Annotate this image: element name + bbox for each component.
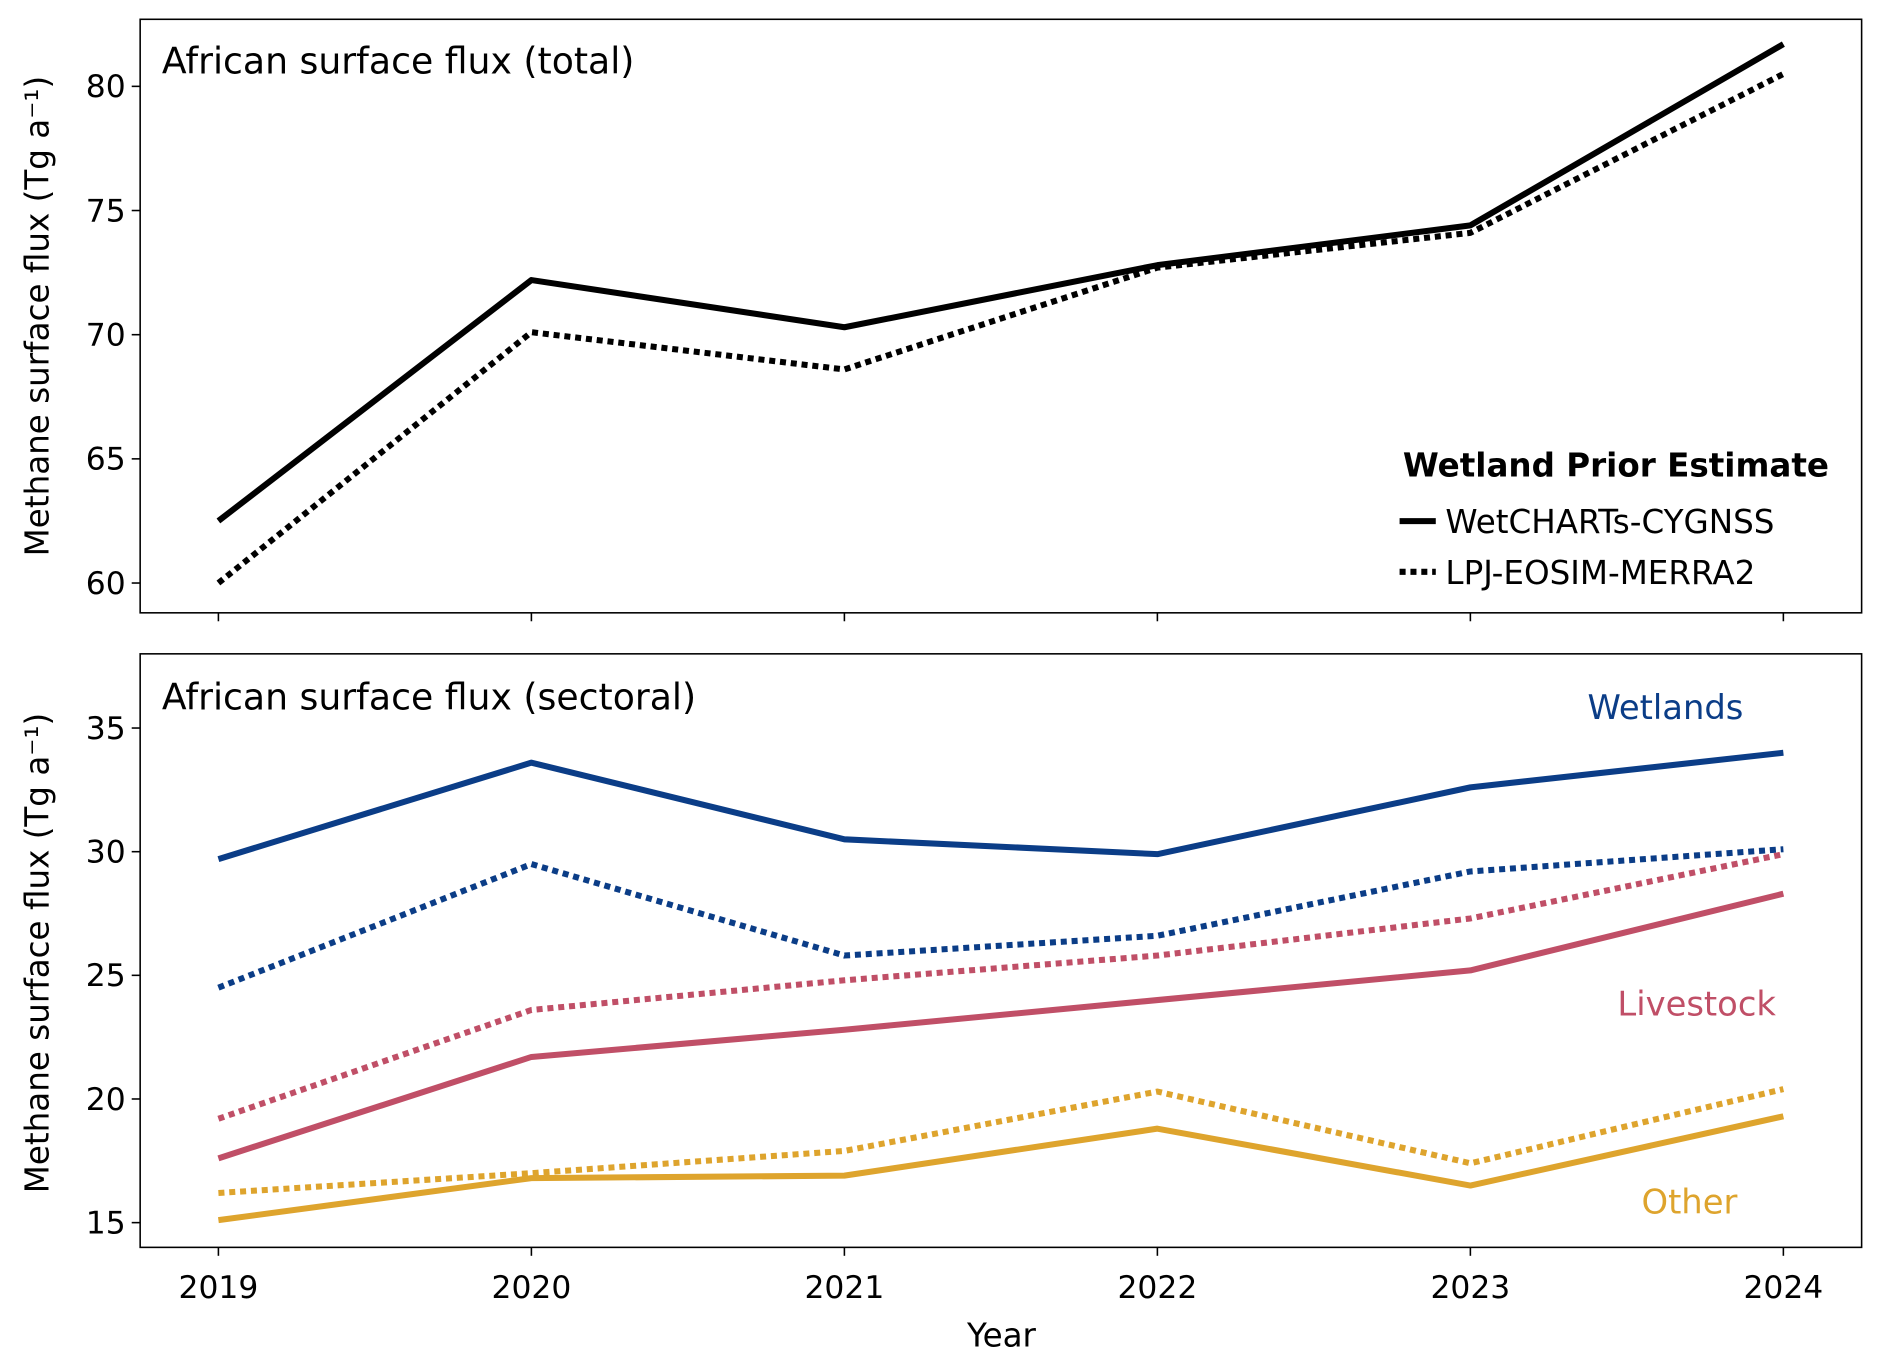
y-axis-label: Methane surface flux (Tg a⁻¹) xyxy=(18,713,56,1194)
series-line-wetcharts-cygnss xyxy=(216,41,1785,524)
series-line-wetlands-lpj-eosim-merra2 xyxy=(217,846,1784,991)
x-axis-label: Year xyxy=(966,1316,1037,1354)
series-line-livestock-lpj-eosim-merra2 xyxy=(217,851,1784,1122)
x-tick-label: 2023 xyxy=(1430,1270,1510,1306)
series-line-other-lpj-eosim-merra2 xyxy=(218,1086,1785,1196)
panel-sectoral: African surface flux (sectoral) Methane … xyxy=(18,653,1863,1354)
x-tick-label: 2022 xyxy=(1117,1270,1197,1306)
legend-label: LPJ-EOSIM-MERRA2 xyxy=(1445,554,1755,592)
panel-title: African surface flux (sectoral) xyxy=(162,675,696,718)
y-tick-label: 30 xyxy=(86,835,126,871)
y-tick-label: 25 xyxy=(86,958,126,994)
annotation-other: Other xyxy=(1641,1183,1737,1222)
legend: Wetland Prior Estimate WetCHARTs-CYGNSS … xyxy=(1399,447,1829,592)
annotation-wetlands: Wetlands xyxy=(1587,688,1743,727)
series-line-other-wetcharts-cygnss xyxy=(218,1113,1785,1224)
y-tick-label: 80 xyxy=(86,69,126,105)
axes-frame xyxy=(139,653,1863,1249)
y-tick-label: 20 xyxy=(86,1082,126,1118)
y-axis-label: Methane surface flux (Tg a⁻¹) xyxy=(18,76,56,556)
series-line-wetlands-wetcharts-cygnss xyxy=(217,749,1784,862)
x-tick-label: 2024 xyxy=(1743,1270,1823,1306)
annotation-livestock: Livestock xyxy=(1617,985,1776,1024)
axes-frame xyxy=(139,18,1863,614)
x-tick-label: 2020 xyxy=(491,1270,571,1306)
x-tick-label: 2021 xyxy=(804,1270,884,1306)
legend-label: WetCHARTs-CYGNSS xyxy=(1445,503,1774,541)
y-tick-label: 15 xyxy=(86,1205,126,1241)
y-tick-label: 65 xyxy=(86,442,126,478)
y-tick-label: 60 xyxy=(86,566,126,602)
panel-title: African surface flux (total) xyxy=(162,40,635,83)
y-tick-label: 75 xyxy=(86,193,126,229)
y-tick-label: 35 xyxy=(86,711,126,747)
series-line-lpj-eosim-merra2 xyxy=(216,71,1785,586)
series-line-livestock-wetcharts-cygnss xyxy=(217,890,1785,1162)
y-tick-label: 70 xyxy=(86,318,126,354)
x-tick-label: 2019 xyxy=(179,1270,259,1306)
panel-total: African surface flux (total) Methane sur… xyxy=(18,18,1863,622)
legend-title: Wetland Prior Estimate xyxy=(1403,447,1829,485)
